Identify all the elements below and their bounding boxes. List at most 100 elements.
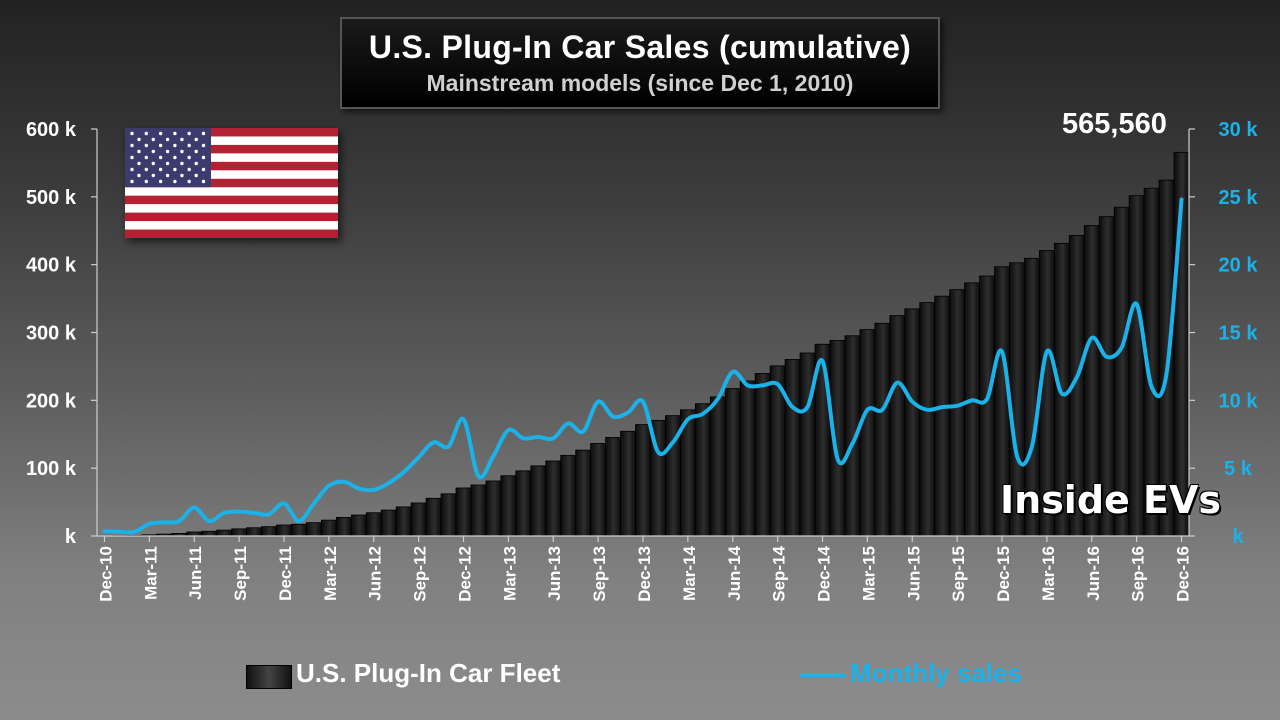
fleet-bar [979, 275, 995, 537]
flag-star [144, 143, 148, 148]
flag-star [130, 155, 134, 160]
flag-star [180, 161, 184, 166]
flag-star [194, 173, 198, 178]
x-tick-label: Jun-14 [725, 545, 744, 600]
fleet-bar [216, 529, 233, 537]
flag-star [173, 131, 177, 136]
legend-monthly-label: Monthly sales [850, 658, 1022, 688]
x-tick-label: Sep-12 [411, 546, 430, 602]
flag-star [144, 131, 148, 136]
fleet-bar [709, 396, 726, 537]
last-value-label: 565,560 [1062, 108, 1167, 140]
x-tick-label: Dec-12 [455, 546, 474, 602]
y-left-tick-label: 100 k [26, 458, 77, 480]
fleet-bar [605, 437, 621, 537]
x-tick-label: Mar-13 [500, 546, 519, 601]
y-left-tick-label: 300 k [26, 323, 77, 345]
legend-monthly-swatch [800, 673, 846, 677]
x-tick-label: Jun-12 [366, 546, 385, 601]
flag-star [158, 131, 163, 136]
fleet-bar [694, 403, 711, 537]
flag-star [201, 155, 206, 160]
y-right-tick-label: 25 k [1219, 187, 1259, 209]
fleet-bar [590, 443, 607, 537]
title-box: U.S. Plug-In Car Sales (cumulative) Main… [340, 17, 940, 109]
fleet-bar [500, 475, 517, 537]
fleet-bar [784, 359, 801, 537]
fleet-bar [246, 527, 262, 537]
fleet-bar [470, 484, 487, 537]
x-tick-label: Jun-15 [904, 546, 923, 601]
flag-star [165, 161, 170, 166]
flag-star [158, 143, 163, 148]
x-tick-label: Dec-13 [635, 546, 654, 602]
us-flag-icon [125, 128, 338, 238]
y-right-tick-label: 5 k [1224, 458, 1253, 480]
fleet-bar [365, 512, 382, 537]
fleet-bar [320, 519, 337, 537]
fleet-bar [620, 430, 636, 537]
flag-star [137, 137, 141, 142]
fleet-bar [575, 449, 592, 537]
fleet-bar [485, 480, 502, 537]
y-left-tick-label: 200 k [26, 390, 77, 412]
y-right-tick-label: 10 k [1219, 390, 1259, 412]
flag-star [158, 179, 163, 184]
x-tick-label: Dec-16 [1174, 546, 1193, 602]
flag-star [173, 143, 177, 148]
monthly-sales-line [102, 197, 1184, 535]
fleet-bar [724, 388, 741, 537]
y-axis-right-labels: k 5 k 10 k 15 k 20 k 25 k 30 k [1219, 119, 1259, 548]
fleet-bar [276, 524, 292, 537]
flag-star [137, 173, 141, 178]
flag-star [187, 143, 191, 148]
x-tick-label: Dec-15 [994, 546, 1013, 602]
chart-subtitle: Mainstream models (since Dec 1, 2010) [426, 70, 854, 96]
flag-star [201, 167, 206, 172]
x-tick-label: Dec-10 [96, 546, 115, 602]
flag-star [151, 173, 155, 178]
fleet-bar [515, 470, 532, 537]
x-tick-label: Mar-11 [141, 546, 160, 600]
fleet-bar [859, 329, 876, 537]
x-tick-label: Sep-15 [949, 546, 968, 602]
flag-star [130, 131, 134, 136]
flag-star [130, 179, 134, 184]
chart-title: U.S. Plug-In Car Sales (cumulative) [368, 29, 912, 65]
fleet-bar [455, 487, 472, 537]
x-tick-label: Sep-13 [590, 546, 609, 602]
fleet-bar [889, 315, 906, 537]
fleet-bar [335, 517, 352, 537]
fleet-bar [964, 282, 980, 537]
y-axis-left-labels: k 100 k 200 k 300 k 400 k 500 k 600 k [26, 119, 77, 548]
x-tick-label: Jun-11 [186, 546, 205, 600]
flag-star [180, 173, 184, 178]
fleet-bar [934, 295, 951, 537]
flag-star [187, 179, 191, 184]
fleet-bar [530, 465, 547, 537]
flag-star [165, 149, 170, 154]
y-right-tick-label: k [1232, 526, 1244, 548]
fleet-bar [904, 308, 921, 537]
flag-star [137, 161, 141, 166]
fleet-bar [560, 454, 577, 537]
flag-star [201, 131, 206, 136]
fleet-bar [231, 528, 247, 537]
fleet-bar [440, 493, 457, 537]
y-right-tick-label: 30 k [1219, 119, 1259, 141]
flag-star [151, 161, 155, 166]
fleet-bar [395, 506, 412, 537]
flag-star [165, 173, 170, 178]
y-left-tick-label: k [65, 526, 77, 548]
flag-star [194, 149, 198, 154]
monthly-sales-path [102, 197, 1184, 535]
flag-star [144, 167, 148, 172]
flag-star [201, 143, 206, 148]
fleet-bar [635, 424, 651, 537]
x-tick-label: Sep-14 [770, 545, 789, 601]
fleet-bar [754, 373, 771, 537]
flag-star [180, 149, 184, 154]
fleet-bar [949, 289, 966, 537]
